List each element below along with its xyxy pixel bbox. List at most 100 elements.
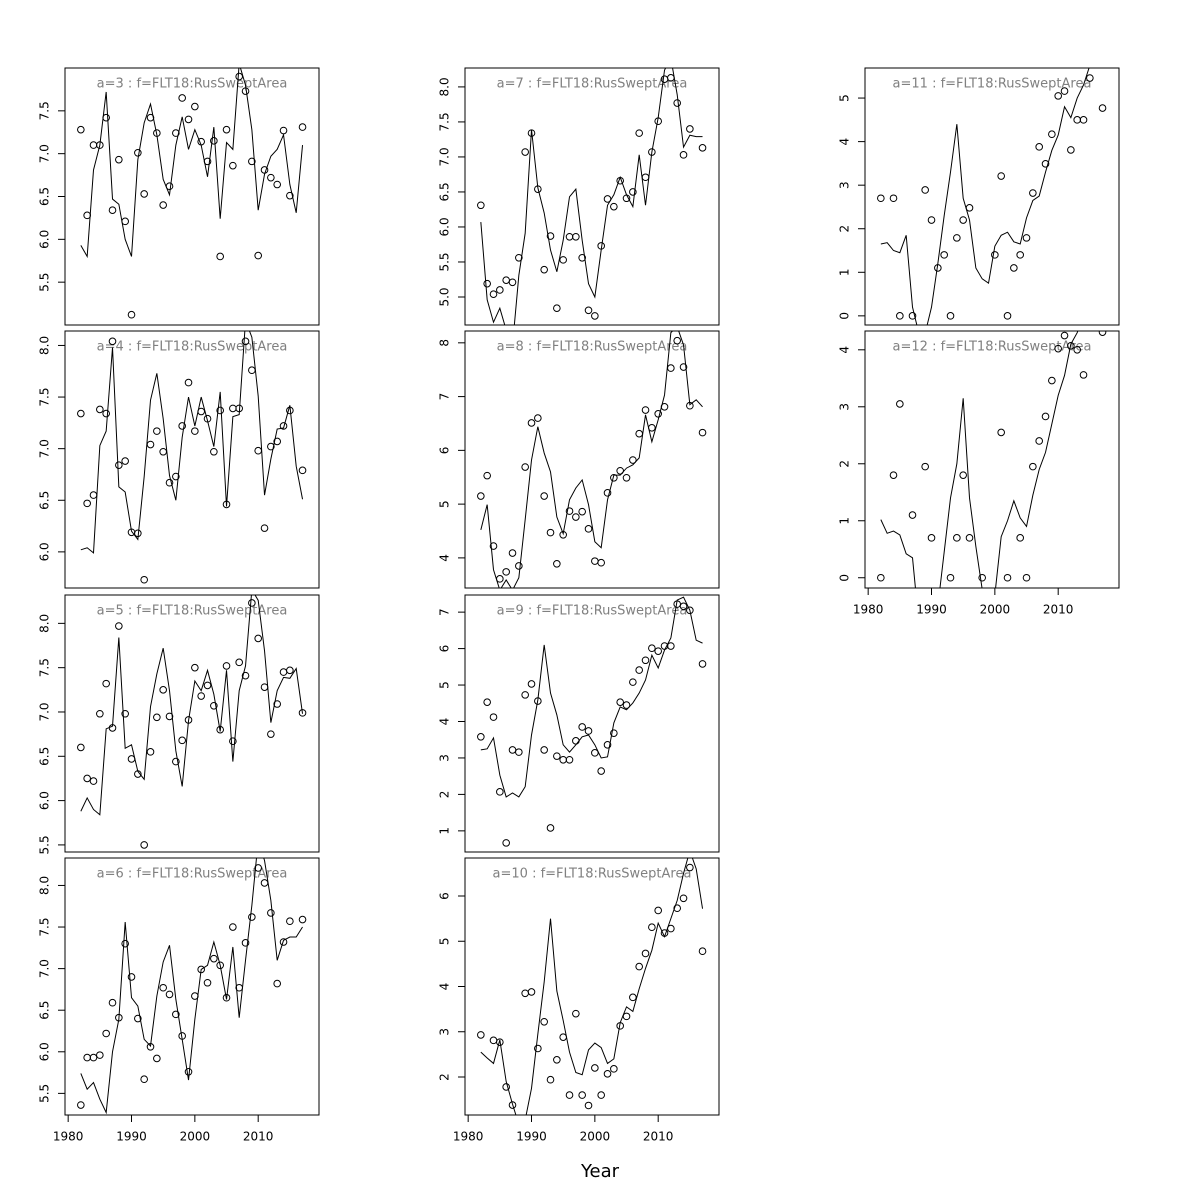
observed-point [1022,234,1031,242]
observed-point [641,406,650,414]
plot-area [77,595,307,849]
observed-point [965,204,974,212]
observed-point [572,513,580,521]
y-tick-label: 8 [438,339,452,347]
observed-point [178,736,186,745]
observed-point [83,211,91,220]
observed-point [635,666,643,674]
observed-point [591,749,599,757]
observed-point [489,1036,498,1045]
panel-title: a=6 : f=FLT18:RusSweptArea [97,867,288,882]
observed-point [698,660,707,668]
y-tick-label: 7.5 [38,101,52,120]
plot-area [77,68,307,319]
observed-point [921,186,929,194]
panel: a=3 : f=FLT18:RusSweptArea 5.5 6.0 6.5 7.0 7.… [38,67,320,326]
observed-point [96,405,104,414]
observed-point [953,534,961,542]
observed-point [222,993,231,1002]
panel-title: a=12 : f=FLT18:RusSweptArea [893,340,1092,355]
observed-point [572,1009,580,1018]
observed-point [279,668,288,676]
observed-point [591,1064,599,1072]
observed-point [946,573,955,582]
observed-point [89,777,98,785]
plot-area [477,596,707,847]
x-tick-label: 2010 [643,1130,674,1144]
observed-point [559,755,567,764]
observed-point [134,1014,142,1023]
plot-frame [64,330,320,589]
y-tick-label: 7.5 [38,658,52,677]
observed-point [584,727,593,735]
observed-point [153,713,161,722]
observed-point [927,534,936,542]
plot-area [77,331,307,584]
observed-point [172,1010,180,1019]
observed-point [489,542,498,550]
plot-frame [64,594,320,853]
fitted-line [80,68,304,259]
observed-point [96,709,104,718]
y-tick-label: 7.0 [38,439,52,458]
observed-point [698,947,707,956]
observed-point [679,894,688,903]
observed-point [540,265,548,274]
y-tick-label: 2 [838,225,852,233]
observed-point [483,698,491,706]
observed-point [298,466,307,475]
observed-point [165,990,174,999]
panel-title: a=9 : f=FLT18:RusSweptArea [497,604,688,619]
y-tick-label: 6 [438,645,452,653]
observed-point [127,755,136,763]
observed-point [191,102,199,111]
y-tick-label: 7.0 [438,147,452,166]
observed-point [889,194,898,203]
y-tick-label: 1 [438,827,452,835]
observed-point [629,993,637,1002]
observed-point [477,733,485,741]
y-tick-label: 5 [438,681,452,689]
observed-point [1022,573,1031,582]
y-tick-label: 5.5 [38,835,52,854]
panel-title: a=11 : f=FLT18:RusSweptArea [893,77,1092,92]
y-tick-label: 7.5 [438,112,452,131]
observed-point [216,406,224,415]
observed-point [1079,116,1088,124]
observed-point [184,378,193,387]
observed-point [153,427,161,435]
observed-point [102,1029,110,1038]
panel-title: a=8 : f=FLT18:RusSweptArea [497,340,688,355]
observed-point [635,429,643,438]
y-tick-label: 6 [438,892,452,900]
x-tick-label: 2000 [980,603,1011,617]
observed-point [496,286,504,294]
observed-point [1060,87,1069,95]
observed-point [153,1054,161,1063]
y-tick-label: 6.0 [38,1042,52,1061]
observed-point [1003,573,1012,582]
y-tick-label: 4 [438,983,452,991]
observed-point [654,647,662,655]
observed-point [927,216,936,224]
observed-point [222,125,231,134]
observed-point [603,489,612,497]
y-tick-label: 5.5 [438,252,452,271]
observed-point [502,276,510,284]
y-tick-label: 5.0 [438,287,452,306]
observed-point [279,938,288,946]
x-tick-label: 1990 [116,1130,147,1144]
observed-point [648,644,656,653]
y-tick-label: 6.5 [38,491,52,510]
observed-point [146,748,155,756]
y-tick-label: 6.5 [438,182,452,201]
observed-point [248,599,256,607]
observed-point [89,141,98,149]
observed-point [216,252,224,261]
observed-point [578,1091,586,1099]
observed-point [629,188,637,196]
observed-point [521,989,529,998]
observed-point [940,251,948,259]
observed-point [121,939,129,948]
observed-point [508,1101,517,1109]
